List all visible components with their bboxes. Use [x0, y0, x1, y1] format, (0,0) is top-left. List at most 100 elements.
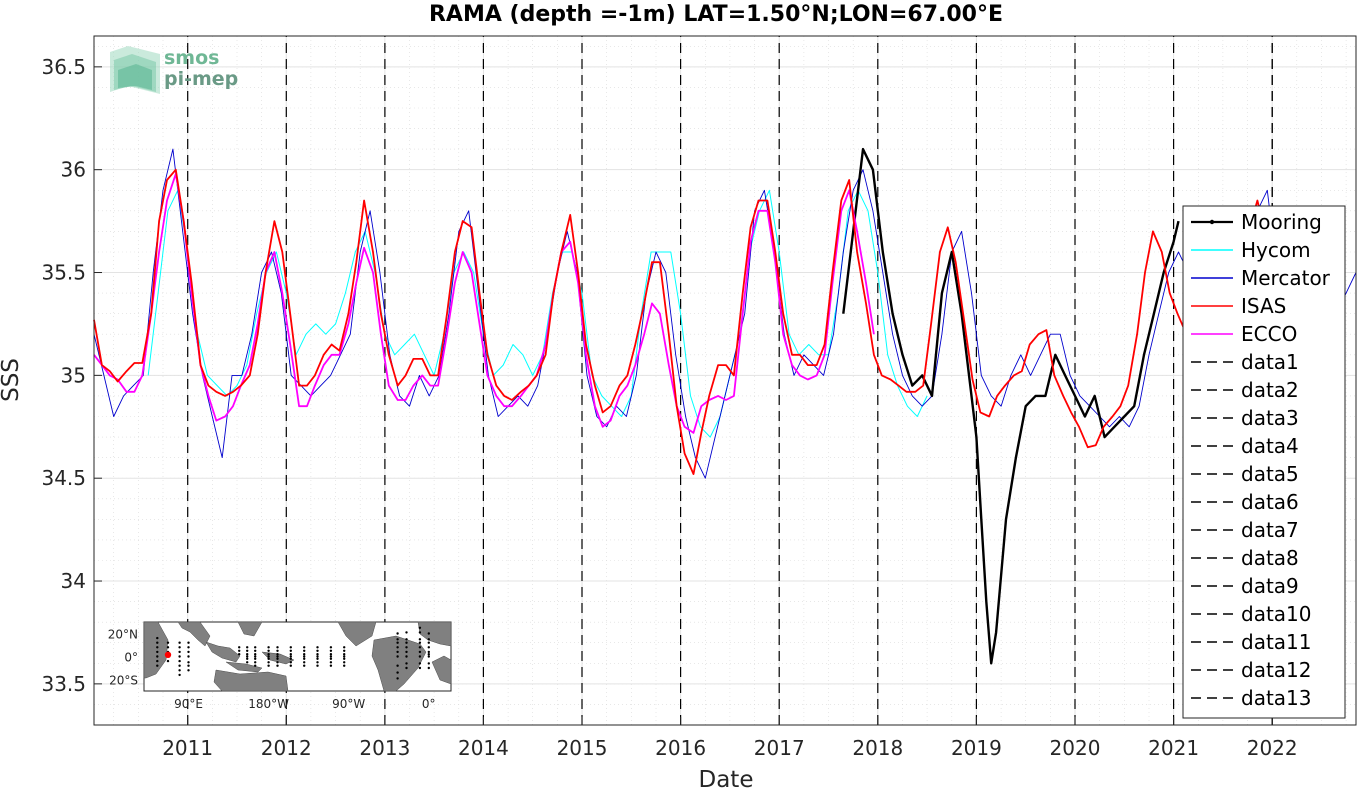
- station-dot: [418, 666, 422, 670]
- station-dot: [156, 655, 159, 658]
- station-dot: [289, 664, 292, 667]
- station-dot: [405, 662, 408, 665]
- x-tick-label: 2015: [557, 736, 608, 760]
- station-dot: [254, 653, 257, 656]
- inset-map: 20°N 0° 20°S 90°E 180°W 90°W 0°: [108, 621, 452, 712]
- station-dot: [276, 653, 279, 656]
- inset-x-tick-label: 180°W: [248, 697, 289, 711]
- station-dot: [238, 653, 241, 656]
- y-tick-label: 34: [61, 569, 86, 593]
- station-dot: [418, 650, 422, 654]
- station-dot: [246, 661, 249, 664]
- station-dot: [303, 664, 306, 667]
- station-dot: [427, 662, 430, 665]
- x-tick-label: 2016: [655, 736, 706, 760]
- legend-label: Hycom: [1241, 238, 1311, 262]
- legend-label: ISAS: [1241, 294, 1286, 318]
- x-tick-label: 2020: [1050, 736, 1101, 760]
- station-dot: [329, 646, 333, 649]
- x-axis-ticks: 2011 2012 2013 2014 2015 2016 2017 2018 2019 2020…: [162, 717, 1298, 760]
- y-tick-label: 33.5: [41, 672, 86, 696]
- station-dot: [254, 661, 257, 664]
- station-dot: [178, 650, 181, 654]
- station-dot: [178, 641, 181, 644]
- station-dot: [187, 650, 190, 654]
- station-dot: [329, 653, 333, 656]
- station-dot: [316, 646, 319, 649]
- station-dot: [343, 649, 346, 652]
- station-dot: [418, 646, 422, 649]
- station-dot: [246, 649, 249, 652]
- station-dot: [405, 641, 408, 644]
- station-dot: [405, 655, 408, 658]
- legend-box: [1182, 205, 1346, 719]
- inset-map-land: [143, 621, 452, 692]
- station-dot: [267, 646, 270, 649]
- station-dot: [267, 657, 270, 660]
- station-dot: [303, 661, 306, 664]
- inset-map-ticks: 20°N 0° 20°S 90°E 180°W 90°W 0°: [108, 628, 436, 712]
- station-dot: [427, 638, 430, 641]
- station-dot: [396, 671, 399, 674]
- station-dot: [303, 657, 306, 660]
- legend-label: data4: [1241, 434, 1299, 458]
- station-dot: [316, 657, 319, 660]
- x-tick-label: 2013: [359, 736, 410, 760]
- station-dot: [418, 638, 422, 641]
- inset-map-stations: [156, 626, 430, 680]
- plot-background: [94, 36, 1356, 725]
- station-dot: [316, 661, 319, 664]
- legend-label: Mooring: [1241, 210, 1322, 234]
- station-dot: [396, 646, 399, 649]
- station-dot: [396, 677, 399, 680]
- legend-label: data9: [1241, 574, 1299, 598]
- station-dot: [178, 646, 181, 649]
- station-dot: [254, 646, 257, 649]
- station-dot: [276, 661, 279, 664]
- station-dot: [418, 626, 422, 629]
- series-line-mooring: [842, 147, 1180, 665]
- legend-label: data5: [1241, 462, 1299, 486]
- station-dot: [246, 653, 249, 656]
- station-dot: [178, 655, 181, 658]
- station-dot: [396, 638, 399, 641]
- station-dot: [178, 659, 181, 663]
- legend-label: data3: [1241, 406, 1299, 430]
- station-dot: [405, 631, 408, 634]
- y-tick-label: 35: [61, 363, 86, 387]
- station-dot: [396, 641, 399, 644]
- logo: smos pi-mep: [110, 46, 238, 94]
- x-tick-label: 2018: [852, 736, 903, 760]
- plot-frame: [93, 35, 1357, 726]
- station-dot: [303, 655, 306, 658]
- y-tick-label: 36.5: [41, 55, 86, 79]
- station-dot: [405, 646, 408, 649]
- station-dot: [418, 631, 422, 634]
- station-dot: [316, 655, 319, 658]
- station-dot: [156, 646, 159, 649]
- station-dot: [156, 659, 159, 663]
- station-dot: [303, 649, 306, 652]
- inset-x-tick-label: 90°E: [174, 697, 203, 711]
- series-line-hycom: [147, 189, 928, 438]
- station-dot: [156, 650, 159, 654]
- legend-label: data6: [1241, 490, 1299, 514]
- station-dot: [187, 655, 190, 658]
- station-dot: [329, 655, 333, 658]
- station-dot: [178, 669, 181, 672]
- inset-x-tick-label: 90°W: [332, 697, 365, 711]
- series-line-ecco: [93, 172, 875, 434]
- chart-title: RAMA (depth =-1m) LAT=1.50°N;LON=67.00°E: [429, 2, 1003, 27]
- station-dot: [166, 641, 170, 644]
- station-dot: [246, 646, 249, 649]
- station-dot: [329, 649, 333, 652]
- station-dot: [267, 649, 270, 652]
- x-axis-label: Date: [699, 767, 754, 790]
- station-dot: [289, 655, 292, 658]
- station-dot: [343, 661, 346, 664]
- station-dot: [166, 659, 170, 663]
- y-tick-label: 35.5: [41, 261, 86, 285]
- station-dot: [405, 638, 408, 641]
